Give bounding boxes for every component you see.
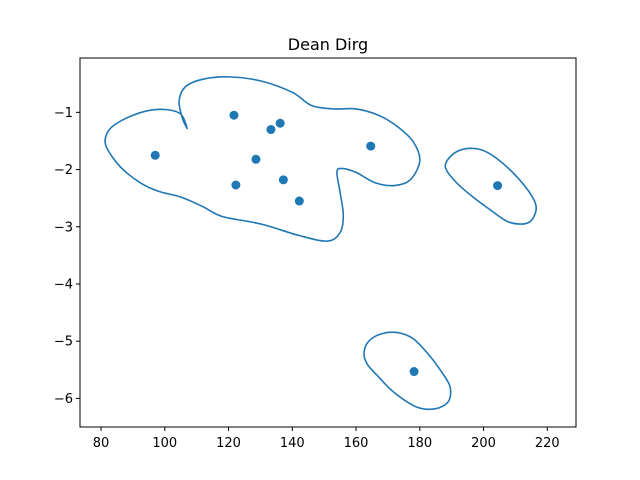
contour-layer [104,76,538,411]
scatter-point [231,180,241,190]
y-tick-label: −2 [54,163,73,178]
scatter-point [294,196,304,206]
scatter-point [150,150,160,160]
scatter-point [251,154,261,164]
x-tick-label: 220 [535,436,560,451]
y-tick-label: −3 [54,220,73,235]
y-axis: −1 −2 −3 −4 −5 −6 [54,106,80,407]
x-tick-label: 100 [152,436,177,451]
scatter-point [366,141,376,151]
x-tick-label: 120 [216,436,241,451]
x-tick-label: 160 [344,436,369,451]
scatter-point [229,110,239,120]
x-tick-label: 140 [280,436,305,451]
y-tick-label: −6 [54,392,73,407]
scatter-point [278,175,288,185]
cluster-boundary-bottom [363,331,452,411]
axes-frame [79,57,577,428]
cluster-boundary-right [444,147,538,225]
x-tick-label: 200 [471,436,496,451]
scatter-point [266,125,276,135]
x-tick-label: 180 [407,436,432,451]
chart-title: Dean Dirg [288,35,368,54]
x-axis: 80 100 120 140 160 180 200 220 [93,427,560,451]
y-tick-label: −5 [54,335,73,350]
y-tick-label: −4 [54,277,73,292]
x-tick-label: 80 [93,436,110,451]
cluster-boundary-main [104,76,421,242]
scatter-point [493,181,503,191]
point-layer [150,110,503,377]
scatter-point [275,118,285,128]
scatter-point [409,367,419,377]
y-tick-label: −1 [54,106,73,121]
